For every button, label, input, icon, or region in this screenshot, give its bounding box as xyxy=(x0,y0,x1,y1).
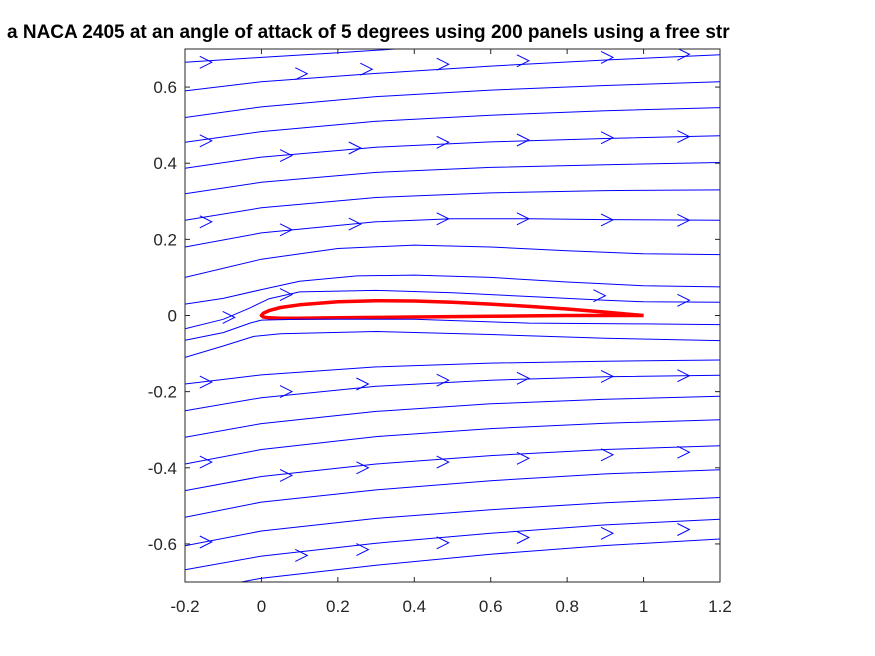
flow-arrow xyxy=(348,141,362,155)
streamline xyxy=(185,244,720,278)
flow-arrow xyxy=(279,468,294,482)
flow-arrow xyxy=(600,448,615,462)
flow-arrow xyxy=(199,535,213,549)
flow-arrow xyxy=(436,536,450,550)
y-tick-label: -0.6 xyxy=(148,535,177,554)
flow-arrow xyxy=(199,134,213,148)
flow-arrow xyxy=(222,310,236,324)
streamline xyxy=(185,518,720,571)
flow-arrow xyxy=(677,445,691,459)
streamline xyxy=(185,107,720,143)
streamline xyxy=(185,218,720,248)
flow-arrow xyxy=(356,461,370,475)
streamline xyxy=(185,49,396,63)
flow-arrow xyxy=(677,523,691,536)
flow-arrow xyxy=(677,213,691,227)
flow-arrow xyxy=(600,369,615,383)
streamline xyxy=(185,135,720,169)
streamline xyxy=(185,162,720,195)
flow-arrow xyxy=(295,67,309,81)
y-tick-label: 0 xyxy=(168,307,177,326)
airfoil-outline xyxy=(259,298,644,320)
y-tick-label: 0.6 xyxy=(153,78,177,97)
y-tick-label: -0.4 xyxy=(148,459,177,478)
y-tick-label: 0.4 xyxy=(153,154,177,173)
flow-arrow xyxy=(348,217,362,231)
flow-arrow xyxy=(295,548,309,562)
y-tick-label: -0.2 xyxy=(148,383,177,402)
streamline xyxy=(185,274,720,305)
flow-arrow xyxy=(356,377,370,391)
flow-arrow xyxy=(279,385,294,399)
x-tick-label: 0.6 xyxy=(479,597,503,616)
x-tick-label: 0.4 xyxy=(402,597,426,616)
flow-arrow xyxy=(279,288,294,302)
flow-arrow xyxy=(516,531,531,544)
x-tick-label: 0 xyxy=(257,597,266,616)
flow-arrow xyxy=(516,133,531,147)
flow-arrow xyxy=(600,131,615,145)
x-tick-label: 1 xyxy=(639,597,648,616)
flow-arrow xyxy=(356,543,370,557)
streamline xyxy=(185,419,720,465)
streamline xyxy=(185,289,720,330)
flow-arrow xyxy=(436,373,450,387)
flow-arrow xyxy=(199,455,213,469)
flow-arrow xyxy=(516,371,531,385)
flow-arrow xyxy=(199,215,213,229)
streamline xyxy=(185,497,720,547)
flow-arrow xyxy=(600,526,615,540)
chart-title: a NACA 2405 at an angle of attack of 5 d… xyxy=(7,22,730,43)
flow-arrow xyxy=(600,213,615,227)
flow-arrow xyxy=(677,49,691,61)
flow-arrow xyxy=(360,62,374,76)
streamline xyxy=(185,318,720,341)
flow-arrow xyxy=(436,57,450,71)
flow-arrow xyxy=(436,212,450,226)
streamline xyxy=(185,395,720,438)
flow-arrow xyxy=(593,289,607,303)
flow-arrow xyxy=(600,50,615,64)
streamline xyxy=(185,445,720,492)
streamline xyxy=(185,374,720,412)
streamline xyxy=(185,189,720,221)
axis-ticks: -0.2 0 0.2 0.4 0.6 0.8 1 1.2 -0.6 -0.4 -0.2 0 0.2 0.4… xyxy=(148,49,732,616)
streamline xyxy=(185,469,720,518)
flow-arrow xyxy=(199,55,213,69)
streamline xyxy=(238,538,720,582)
x-tick-label: 0.2 xyxy=(326,597,350,616)
flow-arrow xyxy=(677,130,691,144)
flow-arrow xyxy=(516,212,531,226)
flow-arrow xyxy=(677,369,691,383)
flow-arrow xyxy=(516,54,531,68)
streamline xyxy=(185,81,720,118)
flow-arrow xyxy=(279,149,294,163)
streamline xyxy=(185,331,720,358)
flow-arrow xyxy=(199,375,213,389)
flow-arrow xyxy=(516,451,531,465)
x-tick-label: -0.2 xyxy=(170,597,199,616)
y-tick-label: 0.2 xyxy=(153,230,177,249)
plot-area xyxy=(185,49,720,582)
x-tick-label: 1.2 xyxy=(708,597,732,616)
streamline xyxy=(185,359,720,385)
flow-arrow xyxy=(677,293,691,307)
x-tick-label: 0.8 xyxy=(555,597,579,616)
flow-arrow xyxy=(436,455,450,469)
flow-arrow xyxy=(279,223,294,237)
flow-arrow xyxy=(436,135,450,149)
streamline xyxy=(185,54,720,92)
